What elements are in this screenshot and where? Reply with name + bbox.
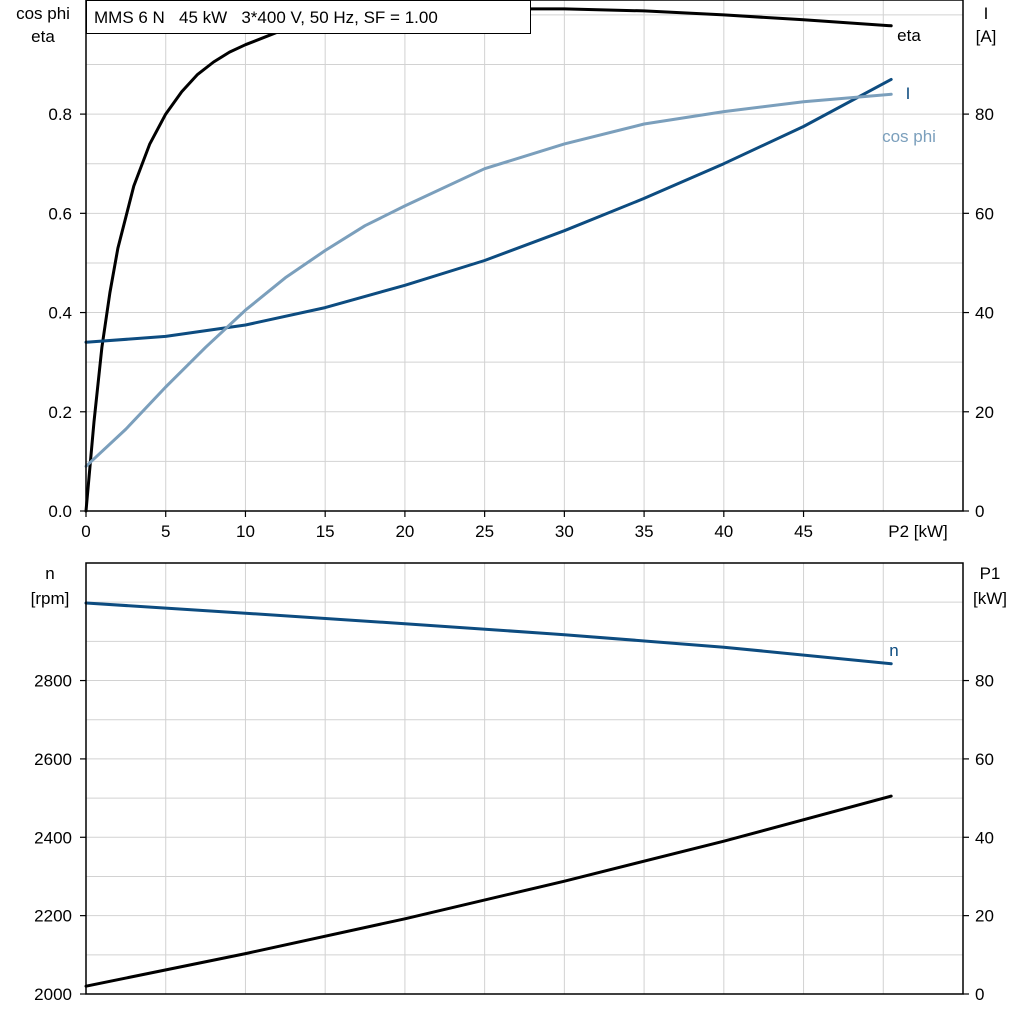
x-tick-label: 45 bbox=[794, 522, 813, 541]
chart-title-box: MMS 6 N 45 kW 3*400 V, 50 Hz, SF = 1.00 bbox=[86, 0, 531, 34]
right-y-tick-label: 80 bbox=[975, 672, 994, 691]
series-label-cosphi: cos phi bbox=[882, 127, 936, 146]
right-y-tick-label: 60 bbox=[975, 750, 994, 769]
left-y-tick-label: 2200 bbox=[34, 907, 72, 926]
lower-right-axis-title-line2: [kW] bbox=[973, 589, 1007, 608]
right-y-tick-label: 40 bbox=[975, 304, 994, 323]
left-y-tick-label: 0.2 bbox=[48, 403, 72, 422]
left-y-tick-label: 2800 bbox=[34, 672, 72, 691]
x-tick-label: 35 bbox=[635, 522, 654, 541]
x-tick-label: 25 bbox=[475, 522, 494, 541]
lower-right-axis-title-line1: P1 bbox=[980, 564, 1001, 583]
right-y-tick-label: 0 bbox=[975, 502, 984, 521]
right-y-tick-label: 0 bbox=[975, 985, 984, 1004]
x-axis-title: P2 [kW] bbox=[888, 522, 948, 541]
right-y-tick-label: 40 bbox=[975, 828, 994, 847]
lower-panel-series bbox=[84, 601, 893, 988]
x-tick-label: 20 bbox=[395, 522, 414, 541]
upper-right-axis-title-line2: [A] bbox=[976, 27, 997, 46]
x-tick-label: 15 bbox=[316, 522, 335, 541]
x-tick-label: 5 bbox=[161, 522, 170, 541]
upper-right-axis-title-line1: I bbox=[984, 4, 989, 23]
series-line-series-1-1 bbox=[84, 794, 893, 988]
upper-panel-ticks: 0.0 0.2 0.4 0.6 0.8 0 20 40 60 80 0 5 10 15 20 25 30 35 40… bbox=[48, 105, 994, 541]
right-y-tick-label: 20 bbox=[975, 907, 994, 926]
series-line-cos-phi bbox=[84, 92, 893, 468]
x-tick-label: 10 bbox=[236, 522, 255, 541]
chart-title: MMS 6 N 45 kW 3*400 V, 50 Hz, SF = 1.00 bbox=[94, 8, 438, 27]
left-y-tick-label: 0.4 bbox=[48, 304, 72, 323]
left-y-tick-label: 0.0 bbox=[48, 502, 72, 521]
lower-left-axis-title-line1: n bbox=[45, 564, 54, 583]
chart-title-background bbox=[86, 0, 531, 34]
lower-left-axis-title-line2: [rpm] bbox=[31, 589, 70, 608]
right-y-tick-label: 80 bbox=[975, 105, 994, 124]
series-label-current: I bbox=[906, 84, 911, 103]
lower-panel-ticks: 2000 2200 2400 2600 2800 0 20 40 60 80 bbox=[34, 672, 994, 1004]
series-line-eta bbox=[84, 7, 893, 513]
series-label-speed: n bbox=[889, 641, 898, 660]
lower-panel-frame bbox=[85, 562, 964, 995]
x-tick-label: 30 bbox=[555, 522, 574, 541]
series-line-i bbox=[84, 77, 893, 344]
left-y-tick-label: 0.6 bbox=[48, 204, 72, 223]
left-y-tick-label: 2600 bbox=[34, 750, 72, 769]
upper-left-axis-title-line2: eta bbox=[31, 27, 55, 46]
upper-left-axis-title-line1: cos phi bbox=[16, 4, 70, 23]
right-y-tick-label: 20 bbox=[975, 403, 994, 422]
left-y-tick-label: 2000 bbox=[34, 985, 72, 1004]
x-tick-label: 0 bbox=[81, 522, 90, 541]
series-label-eta: eta bbox=[897, 26, 921, 45]
upper-panel-grid bbox=[86, 0, 963, 511]
left-y-tick-label: 2400 bbox=[34, 828, 72, 847]
series-line-n bbox=[84, 601, 893, 666]
lower-panel-grid bbox=[86, 563, 963, 994]
x-tick-label: 40 bbox=[714, 522, 733, 541]
upper-panel-frame bbox=[85, 0, 964, 512]
right-y-tick-label: 60 bbox=[975, 204, 994, 223]
left-y-tick-label: 0.8 bbox=[48, 105, 72, 124]
upper-panel-series bbox=[84, 7, 893, 513]
